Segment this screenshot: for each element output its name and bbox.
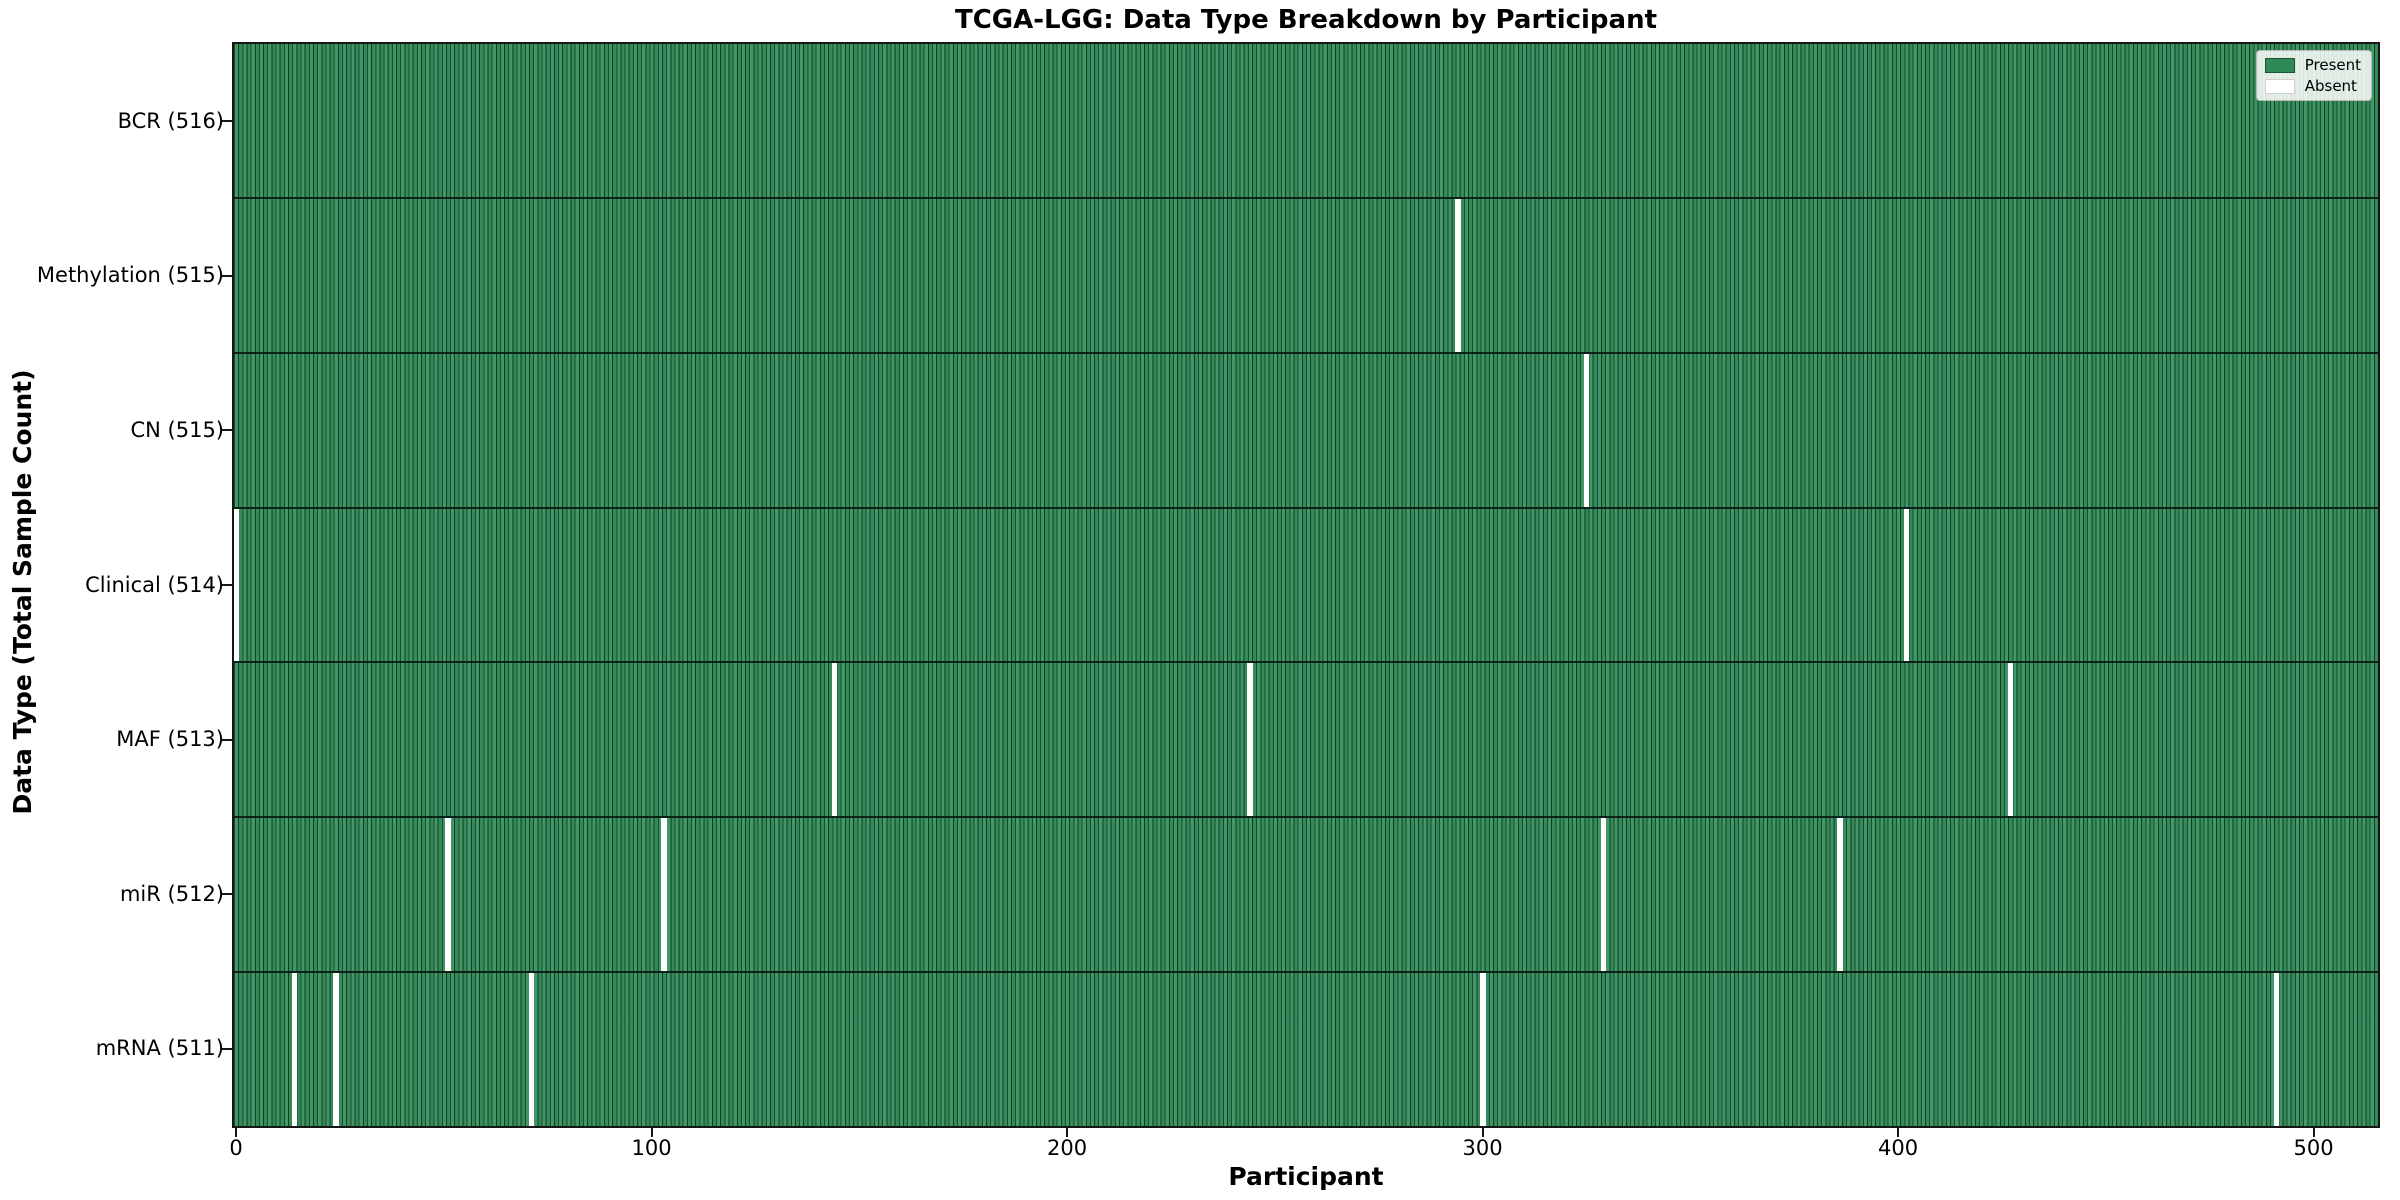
y-tick-mark (222, 584, 232, 586)
y-tick-label: mRNA (511) (95, 1036, 224, 1061)
x-tick-label: 400 (1878, 1136, 1919, 1160)
y-tick-label: BCR (516) (117, 108, 224, 133)
x-tick-mark (2312, 1128, 2315, 1137)
y-tick-mark (222, 893, 232, 896)
absent-gap (1583, 353, 1590, 507)
x-tick-mark (1066, 1128, 1069, 1137)
absent-gap (1837, 818, 1843, 972)
absent-gap (831, 663, 838, 817)
absent-gap (2273, 973, 2280, 1127)
x-axis-label: Participant (1228, 1162, 1384, 1191)
y-tick-label: MAF (513) (116, 727, 224, 752)
absent-gap (1455, 198, 1461, 352)
data-row-miR (234, 818, 2378, 974)
data-row-Clinical (233, 508, 2378, 664)
y-tick-label: miR (512) (119, 881, 224, 906)
absent-gap (233, 508, 240, 662)
absent-gap (1480, 973, 1486, 1127)
absent-gap (1600, 818, 1607, 972)
chart-title: TCGA-LGG: Data Type Breakdown by Partici… (954, 5, 1658, 35)
legend-swatch-present (2264, 57, 2295, 73)
legend-label-absent: Absent (2304, 77, 2357, 95)
data-row-CN (234, 353, 2378, 509)
legend-swatch-absent (2264, 78, 2295, 94)
x-tick-label: 500 (2293, 1136, 2334, 1160)
y-tick-mark (222, 120, 232, 123)
y-tick-label: Clinical (514) (85, 572, 224, 597)
absent-gap (2007, 663, 2014, 817)
x-tick-label: 300 (1462, 1136, 1503, 1160)
data-row-BCR (234, 44, 2378, 199)
x-tick-mark (1897, 1128, 1900, 1137)
y-tick-label: CN (515) (130, 417, 224, 442)
plot-area: Present Absent (232, 42, 2380, 1128)
x-tick-mark (1481, 1128, 1484, 1137)
y-tick-mark (222, 1047, 232, 1050)
y-tick-mark (222, 738, 232, 741)
absent-gap (445, 818, 451, 972)
absent-gap (333, 973, 339, 1127)
data-row-Methylation (234, 198, 2378, 354)
absent-gap (1247, 663, 1253, 817)
absent-gap (528, 973, 535, 1127)
data-row-MAF (234, 663, 2378, 819)
legend: Present Absent (2255, 50, 2372, 101)
absent-gap (1903, 508, 1910, 662)
x-tick-label: 100 (631, 1136, 672, 1160)
legend-item-present: Present (2264, 56, 2361, 74)
x-tick-label: 200 (1047, 1136, 1088, 1160)
y-tick-label: Methylation (515) (36, 263, 224, 288)
x-tick-mark (650, 1128, 653, 1137)
y-tick-mark (222, 429, 232, 432)
absent-gap (291, 973, 298, 1127)
absent-gap (661, 818, 668, 972)
legend-item-absent: Absent (2264, 77, 2361, 95)
legend-label-present: Present (2304, 56, 2361, 74)
x-tick-mark (235, 1128, 238, 1137)
y-tick-mark (222, 274, 232, 277)
x-tick-label: 0 (229, 1136, 243, 1160)
heatmap-rows (233, 44, 2378, 1127)
data-row-mRNA (234, 973, 2378, 1127)
